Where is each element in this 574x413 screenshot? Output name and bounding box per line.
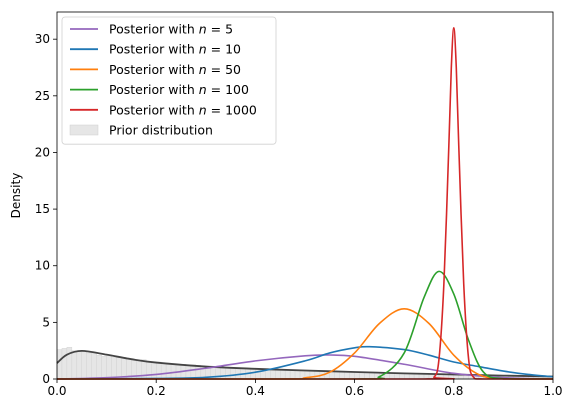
prior-histogram-bar bbox=[165, 362, 172, 380]
legend-label-prior: Prior distribution bbox=[109, 123, 213, 138]
prior-histogram-bar bbox=[116, 357, 122, 380]
prior-histogram-bar bbox=[284, 369, 291, 380]
prior-density-line bbox=[56, 350, 554, 378]
prior-histogram-bar bbox=[294, 370, 301, 380]
prior-histogram-bar bbox=[56, 349, 63, 380]
x-tick-label: 1.0 bbox=[543, 384, 562, 398]
legend: Posterior with n = 5 Posterior with n = 1… bbox=[61, 16, 277, 145]
prior-histogram-bar bbox=[101, 356, 107, 380]
prior-histogram-bar bbox=[230, 367, 236, 380]
prior-histogram-bar bbox=[155, 361, 162, 380]
prior-histogram-bar bbox=[190, 364, 197, 380]
prior-histogram-bar bbox=[185, 365, 192, 380]
y-axis-ticks: 0 5 10 15 20 25 30 bbox=[35, 32, 57, 386]
prior-histogram-bar bbox=[354, 371, 360, 380]
y-tick-label: 0 bbox=[42, 372, 50, 386]
prior-histogram-bar bbox=[71, 350, 78, 380]
x-axis-ticks: 0.0 0.2 0.4 0.6 0.8 1.0 bbox=[47, 379, 563, 398]
legend-swatch-prior bbox=[69, 124, 99, 136]
prior-histogram-bar bbox=[81, 350, 87, 380]
prior-histogram-bar bbox=[225, 367, 231, 380]
prior-histogram-bar bbox=[220, 367, 226, 380]
prior-histogram-bar bbox=[160, 362, 167, 380]
prior-histogram-bar bbox=[250, 368, 256, 380]
prior-histogram-bar bbox=[339, 371, 345, 380]
prior-histogram-bar bbox=[255, 368, 261, 380]
x-tick-label: 0.0 bbox=[47, 384, 66, 398]
y-tick-label: 20 bbox=[35, 145, 50, 159]
posterior-line-n10 bbox=[56, 345, 554, 380]
y-axis-label: Density bbox=[9, 173, 23, 219]
x-tick-label: 0.2 bbox=[147, 384, 166, 398]
prior-histogram-bar bbox=[349, 371, 355, 380]
prior-histogram-bar bbox=[170, 363, 177, 380]
prior-histogram-bar bbox=[151, 361, 157, 380]
legend-label-n10: Posterior with n = 10 bbox=[109, 42, 241, 57]
prior-histogram-bar bbox=[91, 352, 97, 380]
prior-histogram-bar bbox=[364, 372, 370, 380]
plot-frame bbox=[56, 11, 554, 380]
legend-label-n5: Posterior with n = 5 bbox=[109, 22, 233, 37]
y-tick-label: 25 bbox=[35, 89, 50, 103]
y-tick-label: 5 bbox=[42, 315, 50, 329]
x-tick-label: 0.8 bbox=[444, 384, 463, 398]
prior-histogram-bar bbox=[334, 371, 340, 380]
prior-histogram-bar bbox=[76, 351, 82, 380]
prior-histogram-bar bbox=[270, 369, 276, 380]
prior-histogram-bar bbox=[359, 372, 365, 380]
legend-label-n100: Posterior with n = 100 bbox=[109, 82, 249, 97]
y-tick-label: 15 bbox=[35, 202, 50, 216]
legend-box bbox=[61, 16, 277, 145]
posterior-line-n5 bbox=[56, 354, 554, 380]
y-tick-label: 30 bbox=[35, 32, 50, 46]
prior-histogram-bar bbox=[275, 369, 281, 380]
prior-histogram-bar bbox=[146, 361, 152, 380]
prior-histogram-bar bbox=[111, 357, 117, 380]
prior-histogram-bar bbox=[344, 371, 350, 380]
prior-histogram-bar bbox=[86, 352, 92, 380]
legend-label-n1000: Posterior with n = 1000 bbox=[109, 102, 257, 117]
prior-histogram-bar bbox=[289, 369, 296, 380]
x-tick-label: 0.4 bbox=[246, 384, 265, 398]
prior-histogram-bar bbox=[280, 369, 286, 380]
prior-histogram-bar bbox=[106, 355, 112, 380]
prior-histogram-bar bbox=[61, 348, 68, 380]
y-tick-label: 10 bbox=[35, 259, 50, 273]
legend-label-n50: Posterior with n = 50 bbox=[109, 62, 241, 77]
prior-histogram-bar bbox=[96, 355, 102, 380]
x-tick-label: 0.6 bbox=[345, 384, 364, 398]
